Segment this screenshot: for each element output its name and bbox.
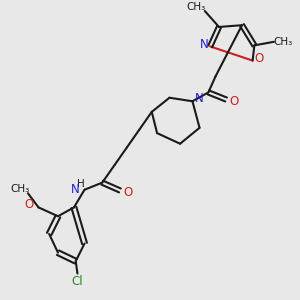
Text: N: N (71, 183, 80, 196)
Text: O: O (123, 186, 132, 199)
Text: CH₃: CH₃ (273, 37, 292, 47)
Text: N: N (194, 92, 203, 105)
Text: N: N (200, 38, 208, 51)
Text: O: O (24, 198, 33, 211)
Text: O: O (229, 95, 239, 108)
Text: H: H (77, 179, 85, 189)
Text: O: O (254, 52, 264, 65)
Text: CH₃: CH₃ (11, 184, 30, 194)
Text: Cl: Cl (72, 275, 83, 288)
Text: CH₃: CH₃ (186, 2, 206, 13)
